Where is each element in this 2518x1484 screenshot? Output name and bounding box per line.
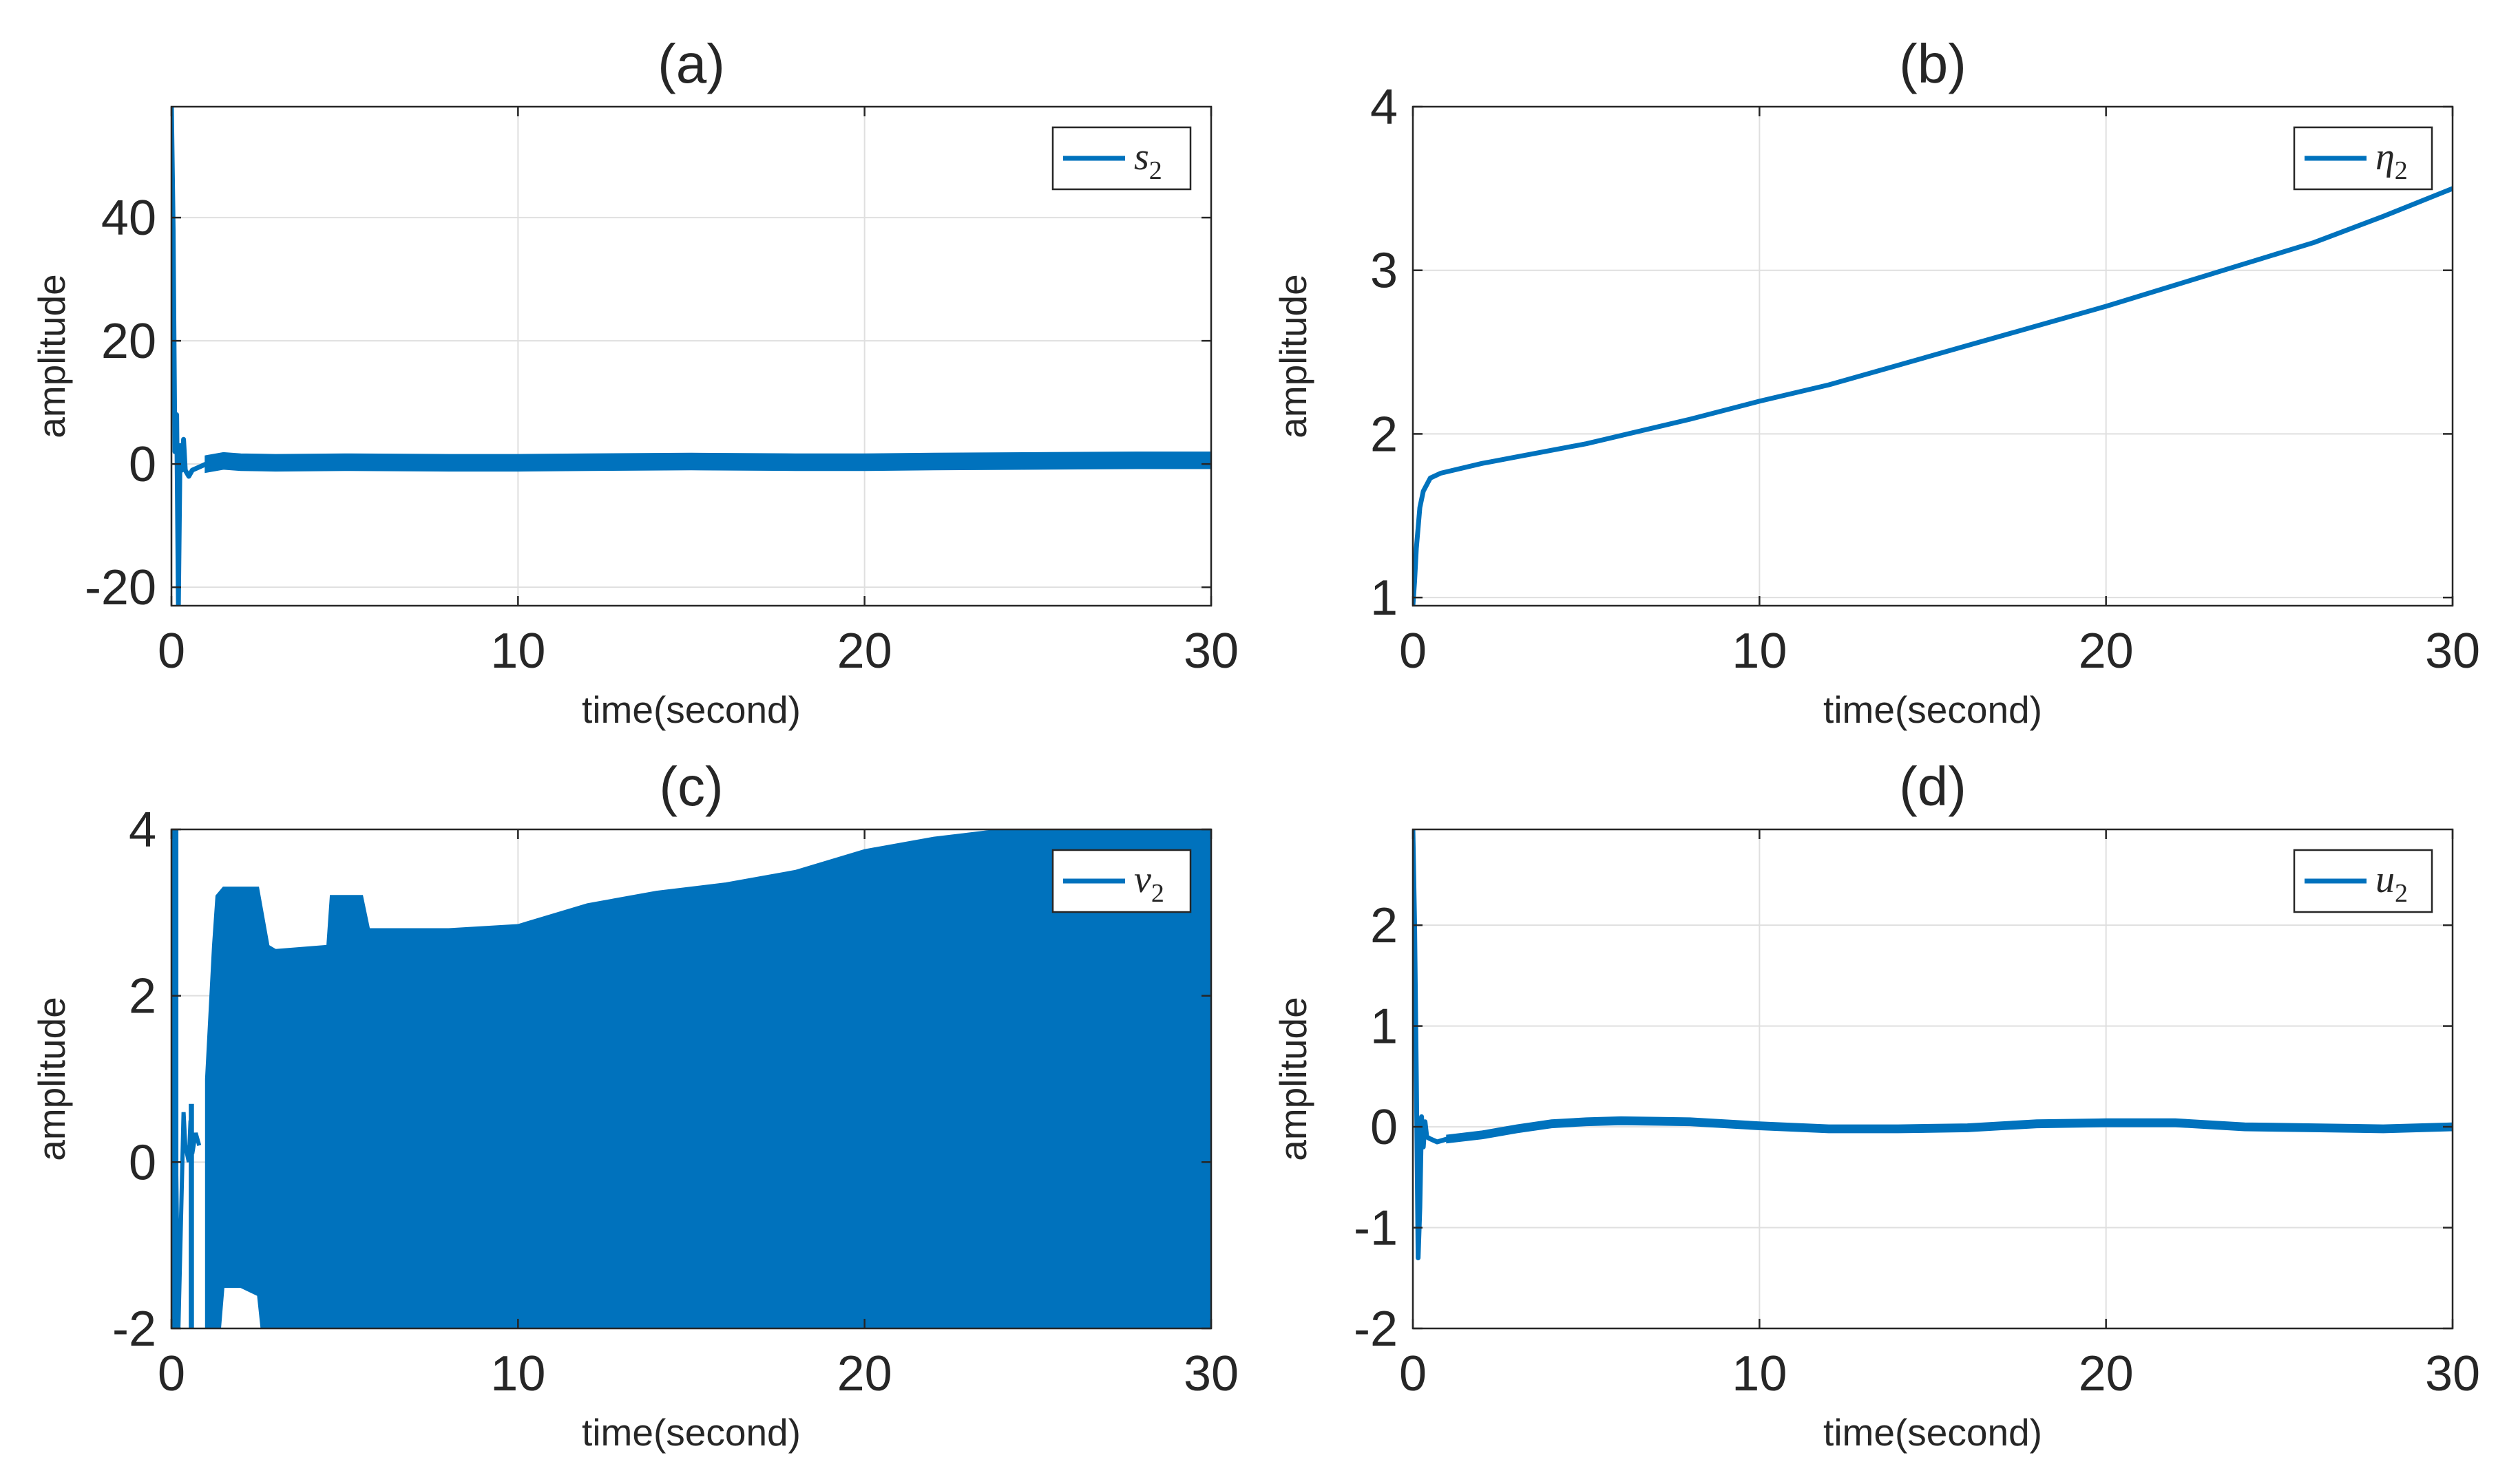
xtick-label-a: 20 <box>837 624 892 679</box>
y-axis-label-c: amplitude <box>30 997 73 1160</box>
xtick-label-d: 20 <box>2079 1346 2134 1401</box>
xtick-label-b: 20 <box>2079 624 2134 679</box>
xtick-label-c: 20 <box>837 1346 892 1401</box>
legend-subscript-c: 2 <box>1151 879 1164 908</box>
ytick-label-d: 1 <box>1370 999 1398 1054</box>
ytick-label-d: 0 <box>1370 1100 1398 1155</box>
series-line-b <box>1413 186 2453 606</box>
legend-symbol-c: v <box>1134 858 1151 901</box>
legend-label-d: u2 <box>2375 858 2408 908</box>
ytick-label-a: 20 <box>101 314 156 369</box>
xtick-label-d: 10 <box>1732 1346 1787 1401</box>
chart-title-b: (b) <box>1899 33 1966 94</box>
legend-subscript-b: 2 <box>2395 156 2408 185</box>
legend-label-a: s2 <box>1134 136 1162 185</box>
ytick-label-a: -20 <box>85 560 156 615</box>
axes-box-a <box>170 105 1213 607</box>
ytick-label-c: -2 <box>112 1302 156 1357</box>
ytick-label-b: 4 <box>1370 80 1398 135</box>
xtick-label-d: 0 <box>1399 1346 1427 1401</box>
ytick-label-d: -2 <box>1354 1302 1398 1357</box>
xtick-label-c: 10 <box>490 1346 545 1401</box>
x-axis-label-d: time(second) <box>1823 1411 2042 1454</box>
ytick-label-b: 2 <box>1370 407 1398 462</box>
ytick-label-b: 3 <box>1370 244 1398 299</box>
ytick-label-c: 2 <box>129 969 156 1024</box>
series-line-d <box>1413 829 2453 1260</box>
series-spike2-c <box>189 1103 194 1328</box>
data-layer-d <box>1413 829 2453 1260</box>
ytick-label-c: 4 <box>129 803 156 858</box>
chart-title-d: (d) <box>1899 756 1966 817</box>
xtick-label-b: 10 <box>1732 624 1787 679</box>
legend-symbol-b: η <box>2375 136 2395 178</box>
ytick-label-a: 0 <box>129 437 156 492</box>
xtick-label-d: 30 <box>2425 1346 2480 1401</box>
xtick-label-b: 30 <box>2425 624 2480 679</box>
legend-symbol-d: u <box>2375 858 2395 901</box>
legend-subscript-d: 2 <box>2395 879 2408 908</box>
legend-label-b: η2 <box>2375 136 2408 185</box>
ytick-label-d: -1 <box>1354 1201 1398 1256</box>
x-axis-label-c: time(second) <box>582 1411 801 1454</box>
xtick-label-a: 30 <box>1184 624 1239 679</box>
axes-box-b <box>1412 105 2454 607</box>
y-axis-label-a: amplitude <box>30 274 73 438</box>
xtick-label-a: 0 <box>158 624 185 679</box>
ytick-label-d: 2 <box>1370 898 1398 953</box>
xtick-label-c: 0 <box>158 1346 185 1401</box>
data-layer-b <box>1413 186 2453 606</box>
subplot-a: 0 10 20 30-2002040(a)time(second)amplitudes… <box>30 33 1239 731</box>
y-axis-label-b: amplitude <box>1272 274 1314 438</box>
xtick-label-a: 10 <box>490 624 545 679</box>
ytick-label-c: 0 <box>129 1135 156 1190</box>
data-layer-c <box>171 829 1211 1328</box>
legend-label-c: v2 <box>1134 858 1164 908</box>
xtick-label-b: 0 <box>1399 624 1427 679</box>
ytick-label-b: 1 <box>1370 571 1398 626</box>
xtick-label-c: 30 <box>1184 1346 1239 1401</box>
series-line-a <box>171 107 1211 606</box>
data-layer-a <box>171 107 1211 606</box>
x-axis-label-a: time(second) <box>582 688 801 731</box>
series-band-c <box>204 829 1211 1328</box>
legend-subscript-a: 2 <box>1149 156 1162 185</box>
x-axis-label-b: time(second) <box>1823 688 2042 731</box>
chart-title-a: (a) <box>658 33 725 94</box>
legend-symbol-a: s <box>1134 136 1149 178</box>
y-axis-label-d: amplitude <box>1272 997 1314 1160</box>
axes-box-d <box>1412 828 2454 1330</box>
ytick-label-a: 40 <box>101 191 156 246</box>
series-spike-c <box>171 829 179 1328</box>
axes-box-c <box>170 828 1213 1330</box>
chart-title-c: (c) <box>659 756 723 817</box>
